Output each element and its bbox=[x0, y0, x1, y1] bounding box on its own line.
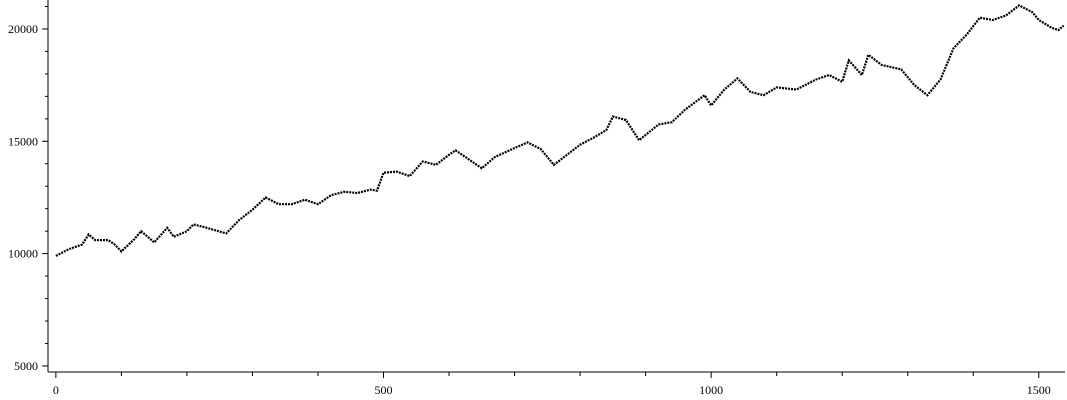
x-tick-label: 1000 bbox=[699, 383, 723, 397]
x-tick-label: 0 bbox=[53, 383, 59, 397]
y-tick-label: 20000 bbox=[8, 22, 38, 36]
data-line bbox=[55, 4, 1065, 257]
y-tick-label: 5000 bbox=[14, 359, 38, 373]
x-tick-label: 1500 bbox=[1027, 383, 1051, 397]
y-tick-label: 10000 bbox=[8, 247, 38, 261]
x-tick-label: 500 bbox=[375, 383, 393, 397]
y-tick-label: 15000 bbox=[8, 134, 38, 148]
